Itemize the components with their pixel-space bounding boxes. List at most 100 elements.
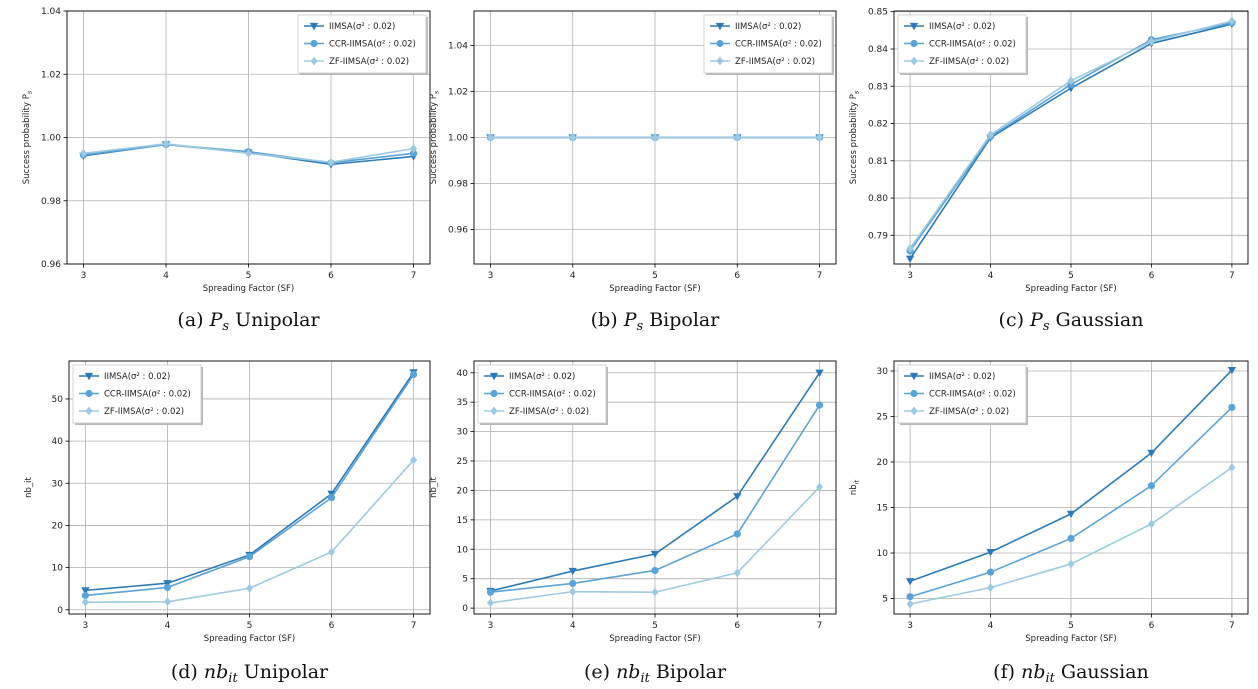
caption-suffix: Bipolar bbox=[650, 661, 727, 683]
y-tick-label: 0.96 bbox=[41, 260, 61, 270]
y-axis-label: nb_it bbox=[429, 476, 439, 497]
x-axis-label: Spreading Factor (SF) bbox=[203, 284, 294, 294]
legend-entry: IIMSA(σ² : 0.02) bbox=[929, 22, 995, 32]
data-point bbox=[81, 591, 90, 600]
data-point bbox=[986, 548, 995, 557]
x-tick-label: 6 bbox=[734, 271, 740, 281]
caption-variable: P bbox=[623, 309, 638, 331]
legend-entry: IIMSA(σ² : 0.02) bbox=[509, 372, 575, 382]
x-tick-label: 3 bbox=[907, 621, 913, 631]
y-tick-label: 1.04 bbox=[41, 7, 61, 17]
legend-swatch-marker bbox=[310, 39, 318, 48]
x-tick-label: 7 bbox=[411, 271, 417, 281]
caption-suffix: Gaussian bbox=[1050, 309, 1144, 331]
y-tick-label: 0.85 bbox=[868, 8, 888, 18]
legend-entry: IIMSA(σ² : 0.02) bbox=[735, 22, 801, 32]
data-point bbox=[163, 583, 172, 592]
caption-variable: P bbox=[209, 309, 224, 331]
caption-prefix: (b) bbox=[591, 309, 624, 331]
caption-suffix: Unipolar bbox=[238, 661, 329, 683]
legend-swatch-marker bbox=[490, 389, 498, 398]
y-tick-label: 50 bbox=[52, 395, 64, 405]
legend-swatch-marker bbox=[910, 56, 918, 66]
chart-panel-d: 3 4 5 6 7 0 10 20 30 40 50 Spreading Factor (SF) nb_… bbox=[24, 360, 431, 686]
x-tick-label: 3 bbox=[81, 271, 87, 281]
legend-swatch-marker bbox=[716, 56, 724, 66]
y-tick-label: 30 bbox=[457, 428, 469, 438]
legend-entry: CCR-IIMSA(σ² : 0.02) bbox=[104, 390, 191, 400]
data-point bbox=[245, 553, 254, 561]
data-point bbox=[1067, 534, 1075, 543]
legend-entry: ZF-IIMSA(σ² : 0.02) bbox=[735, 57, 815, 67]
data-point bbox=[1147, 519, 1155, 529]
legend: IIMSA(σ² : 0.02) CCR-IIMSA(σ² : 0.02) ZF-I… bbox=[897, 14, 1028, 75]
chart-panel-e: 3 4 5 6 7 0 5 10 15 20 25 30 35 40 Spreading Factor (S… bbox=[429, 360, 837, 686]
y-axis-label-subscript: s bbox=[26, 90, 34, 94]
caption-suffix: Bipolar bbox=[643, 309, 720, 331]
legend-entry: ZF-IIMSA(σ² : 0.02) bbox=[104, 407, 184, 417]
caption-prefix: (d) bbox=[171, 661, 204, 683]
y-axis-label-text: nb_it bbox=[24, 476, 34, 497]
y-tick-label: 5 bbox=[882, 595, 888, 605]
caption-subscript: it bbox=[640, 671, 650, 686]
y-tick-label: 1.02 bbox=[41, 70, 61, 80]
data-point bbox=[328, 547, 336, 557]
data-point bbox=[486, 133, 494, 142]
x-tick-label: 6 bbox=[1149, 271, 1155, 281]
caption-subscript: it bbox=[1045, 671, 1055, 686]
caption-prefix: (a) bbox=[177, 309, 209, 331]
y-axis-label: Success probability Ps bbox=[429, 90, 441, 184]
y-tick-label: 25 bbox=[877, 413, 888, 423]
y-tick-label: 20 bbox=[457, 486, 469, 496]
y-tick-label: 0.98 bbox=[448, 180, 468, 190]
legend-swatch-marker bbox=[910, 406, 918, 416]
legend: IIMSA(σ² : 0.02) CCR-IIMSA(σ² : 0.02) ZF-I… bbox=[297, 14, 428, 75]
x-axis-label: Spreading Factor (SF) bbox=[204, 634, 295, 644]
x-tick-label: 5 bbox=[652, 621, 658, 631]
legend-swatch-marker bbox=[489, 372, 499, 381]
data-point bbox=[1067, 559, 1075, 569]
data-point bbox=[906, 243, 914, 253]
x-tick-label: 3 bbox=[83, 621, 89, 631]
y-axis-label: nb_it bbox=[24, 476, 34, 497]
y-tick-label: 35 bbox=[457, 398, 468, 408]
data-point bbox=[327, 494, 336, 502]
x-tick-label: 6 bbox=[734, 621, 740, 631]
y-tick-label: 0.83 bbox=[868, 82, 888, 92]
chart-panel-a: 3 4 5 6 7 0.96 0.98 1.00 1.02 1.04 Spreading Facto… bbox=[22, 7, 431, 334]
legend: IIMSA(σ² : 0.02) CCR-IIMSA(σ² : 0.02) ZF-I… bbox=[703, 14, 834, 75]
y-tick-label: 1.00 bbox=[41, 134, 61, 144]
y-tick-label: 20 bbox=[877, 458, 889, 468]
data-point bbox=[569, 579, 577, 588]
panel-caption: (f) nbit Gaussian bbox=[993, 661, 1149, 686]
x-tick-label: 4 bbox=[988, 271, 994, 281]
legend-entry: IIMSA(σ² : 0.02) bbox=[104, 372, 170, 382]
data-point bbox=[651, 587, 659, 597]
x-tick-label: 7 bbox=[817, 271, 823, 281]
x-axis-label: Spreading Factor (SF) bbox=[1025, 634, 1116, 644]
legend-swatch-marker bbox=[85, 389, 93, 398]
caption-suffix: Unipolar bbox=[229, 309, 320, 331]
data-point bbox=[79, 148, 88, 158]
data-point bbox=[651, 133, 659, 142]
y-axis-label-text: Success probability P bbox=[849, 94, 859, 184]
legend-entry: ZF-IIMSA(σ² : 0.02) bbox=[509, 407, 589, 417]
data-point bbox=[410, 455, 418, 465]
legend-box bbox=[297, 14, 427, 74]
y-tick-label: 1.00 bbox=[448, 134, 468, 144]
x-tick-label: 5 bbox=[246, 271, 252, 281]
legend-entry: IIMSA(σ² : 0.02) bbox=[929, 372, 995, 382]
chart-panel-c: 3 4 5 6 7 0.79 0.80 0.81 0.82 0.83 0.84 0.85 Spreadi… bbox=[849, 8, 1249, 334]
legend: IIMSA(σ² : 0.02) CCR-IIMSA(σ² : 0.02) ZF-I… bbox=[897, 364, 1028, 425]
y-tick-label: 0.96 bbox=[448, 226, 468, 236]
x-tick-label: 3 bbox=[488, 621, 494, 631]
data-point bbox=[245, 583, 254, 593]
y-tick-label: 10 bbox=[457, 545, 469, 555]
data-point bbox=[1066, 510, 1076, 519]
y-axis-label-text: Success probability P bbox=[22, 94, 32, 184]
y-tick-label: 40 bbox=[457, 369, 469, 379]
y-tick-label: 10 bbox=[877, 549, 889, 559]
caption-prefix: (c) bbox=[999, 309, 1031, 331]
legend-entry: CCR-IIMSA(σ² : 0.02) bbox=[509, 390, 596, 400]
